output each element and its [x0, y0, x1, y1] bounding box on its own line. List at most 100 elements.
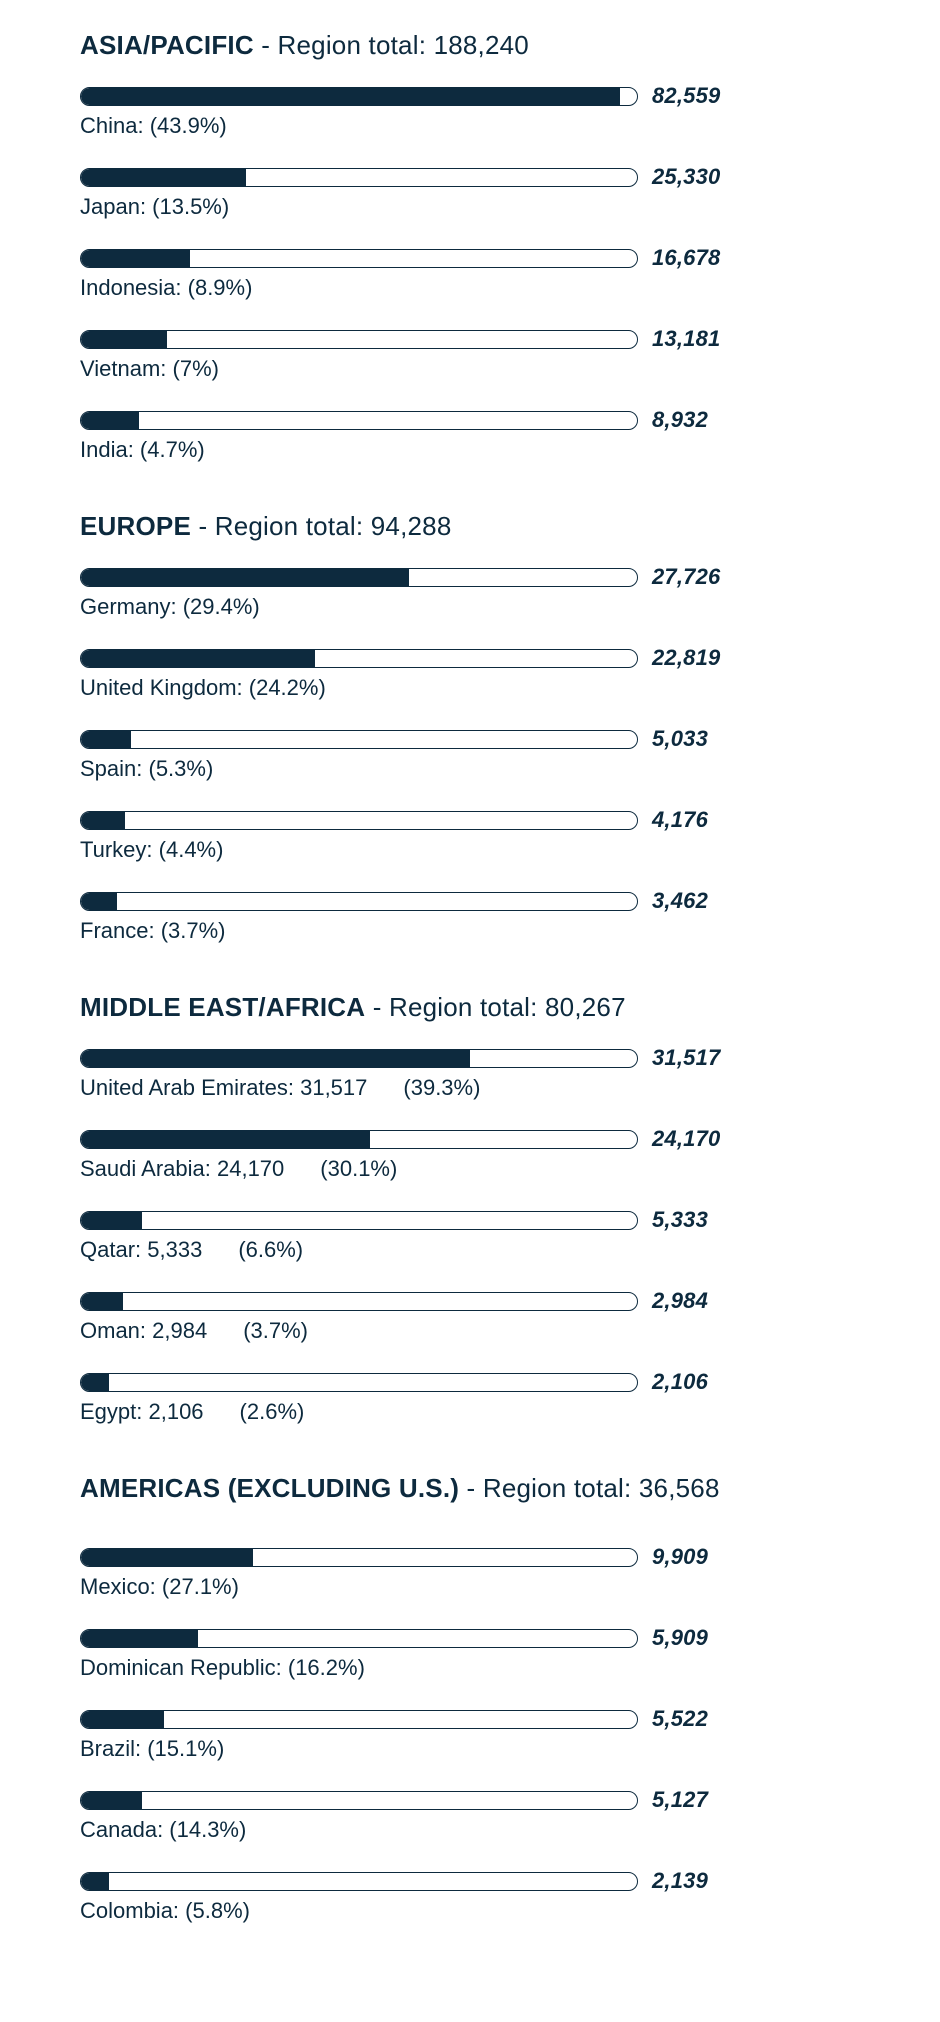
bar-row: 3,462 — [80, 888, 860, 914]
region-total-prefix: Region total: — [215, 511, 364, 541]
bar-item: 13,181Vietnam: (7%) — [80, 326, 860, 382]
bar-track — [80, 811, 638, 830]
bar-row: 27,726 — [80, 564, 860, 590]
bar-label-pct: (2.6%) — [240, 1399, 305, 1425]
bar-track — [80, 1548, 638, 1567]
bar-fill — [81, 650, 315, 667]
bar-fill — [81, 1050, 470, 1067]
bar-label: Turkey: (4.4%) — [80, 837, 860, 863]
bar-fill — [81, 1630, 198, 1647]
bar-fill — [81, 1293, 123, 1310]
bar-fill — [81, 1131, 370, 1148]
bar-label-main: Germany: (29.4%) — [80, 594, 260, 619]
bar-label: Indonesia: (8.9%) — [80, 275, 860, 301]
bar-label-main: Turkey: (4.4%) — [80, 837, 223, 862]
bar-fill — [81, 1711, 164, 1728]
region-block: MIDDLE EAST/AFRICA - Region total: 80,26… — [80, 992, 860, 1425]
region-name: AMERICAS (EXCLUDING U.S.) — [80, 1473, 459, 1503]
bar-label: United Kingdom: (24.2%) — [80, 675, 860, 701]
bar-label-pct: (6.6%) — [238, 1237, 303, 1263]
bar-label-pct: (39.3%) — [403, 1075, 480, 1101]
bar-value: 5,333 — [652, 1207, 708, 1233]
bar-label-main: Saudi Arabia: 24,170 — [80, 1156, 284, 1181]
bar-label: Qatar: 5,333 (6.6%) — [80, 1237, 860, 1263]
bar-value: 2,139 — [652, 1868, 708, 1894]
bar-label-main: Spain: (5.3%) — [80, 756, 213, 781]
bar-fill — [81, 1792, 142, 1809]
region-total-prefix: Region total: — [389, 992, 538, 1022]
bar-item: 25,330Japan: (13.5%) — [80, 164, 860, 220]
bar-row: 2,139 — [80, 1868, 860, 1894]
bar-row: 24,170 — [80, 1126, 860, 1152]
bar-value: 5,522 — [652, 1706, 708, 1732]
bar-label-main: India: (4.7%) — [80, 437, 205, 462]
bar-item: 24,170Saudi Arabia: 24,170(30.1%) — [80, 1126, 860, 1182]
bar-track — [80, 1791, 638, 1810]
bar-fill — [81, 1212, 142, 1229]
bar-label: India: (4.7%) — [80, 437, 860, 463]
region-name: MIDDLE EAST/AFRICA — [80, 992, 365, 1022]
bar-track — [80, 1872, 638, 1891]
bar-fill — [81, 88, 620, 105]
bar-item: 2,106 Egypt: 2,106 (2.6%) — [80, 1369, 860, 1425]
bar-label-main: Japan: (13.5%) — [80, 194, 229, 219]
bar-track — [80, 411, 638, 430]
bar-track — [80, 892, 638, 911]
region-total: - Region total: 80,267 — [365, 992, 625, 1022]
regions-bar-chart: ASIA/PACIFIC - Region total: 188,240 82,5… — [80, 30, 860, 1924]
bar-value: 8,932 — [652, 407, 708, 433]
bar-row: 8,932 — [80, 407, 860, 433]
bar-value: 27,726 — [652, 564, 721, 590]
region-total: - Region total: 188,240 — [254, 30, 529, 60]
bar-label: Dominican Republic: (16.2%) — [80, 1655, 860, 1681]
bar-fill — [81, 1549, 253, 1566]
bar-label-main: Oman: 2,984 — [80, 1318, 207, 1343]
bar-track — [80, 249, 638, 268]
bar-item: 9,909Mexico: (27.1%) — [80, 1544, 860, 1600]
bar-track — [80, 1629, 638, 1648]
bar-label: Germany: (29.4%) — [80, 594, 860, 620]
bar-label-main: Qatar: 5,333 — [80, 1237, 202, 1262]
bar-label: Brazil: (15.1%) — [80, 1736, 860, 1762]
bar-fill — [81, 812, 125, 829]
bar-fill — [81, 412, 139, 429]
bar-item: 22,819 United Kingdom: (24.2%) — [80, 645, 860, 701]
bar-row: 5,033 — [80, 726, 860, 752]
bar-item: 27,726 Germany: (29.4%) — [80, 564, 860, 620]
bar-item: 5,333 Qatar: 5,333 (6.6%) — [80, 1207, 860, 1263]
bar-item: 5,033 Spain: (5.3%) — [80, 726, 860, 782]
bar-item: 16,678Indonesia: (8.9%) — [80, 245, 860, 301]
region-total-prefix: Region total: — [483, 1473, 632, 1503]
bar-track — [80, 168, 638, 187]
bar-fill — [81, 250, 190, 267]
bar-label-main: United Kingdom: (24.2%) — [80, 675, 326, 700]
bar-item: 5,127Canada: (14.3%) — [80, 1787, 860, 1843]
bar-label: Canada: (14.3%) — [80, 1817, 860, 1843]
bar-label: Oman: 2,984(3.7%) — [80, 1318, 860, 1344]
bar-item: 5,909 Dominican Republic: (16.2%) — [80, 1625, 860, 1681]
bar-row: 22,819 — [80, 645, 860, 671]
region-header: AMERICAS (EXCLUDING U.S.) - Region total… — [80, 1473, 860, 1504]
region-header: MIDDLE EAST/AFRICA - Region total: 80,26… — [80, 992, 860, 1023]
bar-label-main: Egypt: 2,106 — [80, 1399, 204, 1424]
bar-fill — [81, 1374, 109, 1391]
bar-fill — [81, 893, 117, 910]
region-total-value: 188,240 — [434, 30, 529, 60]
bar-fill — [81, 1873, 109, 1890]
bar-value: 5,909 — [652, 1625, 708, 1651]
bar-label: United Arab Emirates: 31,517(39.3%) — [80, 1075, 860, 1101]
region-total-prefix: Region total: — [278, 30, 427, 60]
bar-label-main: Colombia: (5.8%) — [80, 1898, 250, 1923]
bar-track — [80, 1373, 638, 1392]
region-name: ASIA/PACIFIC — [80, 30, 254, 60]
bar-label: Spain: (5.3%) — [80, 756, 860, 782]
bar-row: 2,106 — [80, 1369, 860, 1395]
bar-value: 31,517 — [652, 1045, 721, 1071]
bar-label-main: Indonesia: (8.9%) — [80, 275, 252, 300]
bar-item: 82,559China: (43.9%) — [80, 83, 860, 139]
bar-row: 5,909 — [80, 1625, 860, 1651]
bar-item: 4,176Turkey: (4.4%) — [80, 807, 860, 863]
region-name: EUROPE — [80, 511, 191, 541]
bar-value: 82,559 — [652, 83, 721, 109]
bar-label-main: Mexico: (27.1%) — [80, 1574, 239, 1599]
